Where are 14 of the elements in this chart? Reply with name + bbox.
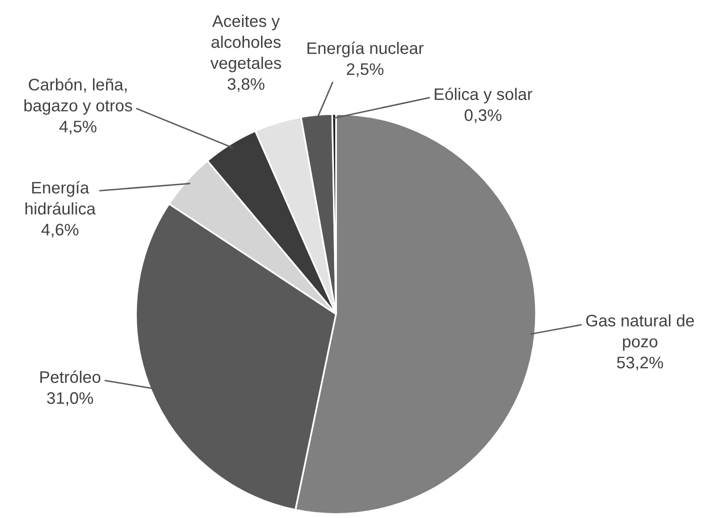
slice-label: Eólica y solar — [434, 88, 532, 104]
slice-label: Carbón, leña, bagazo y otros — [24, 78, 132, 115]
data-label: 4,6% — [41, 224, 78, 238]
data-label: 53,2% — [617, 356, 664, 370]
data-label: 2,5% — [346, 63, 384, 78]
data-label: 31,0% — [47, 392, 94, 406]
slice-label: Gas natural de pozo — [586, 314, 694, 351]
slice-label: Aceites y alcoholes vegetales — [210, 14, 282, 72]
slice-label: Energía nuclear — [308, 42, 424, 58]
data-label: 4,5% — [59, 120, 96, 134]
slice-label: Energía hidráulica — [25, 181, 96, 215]
data-label: 3,8% — [228, 78, 264, 92]
slice-label: Petróleo — [40, 370, 100, 383]
data-label: 0,3% — [464, 109, 502, 124]
